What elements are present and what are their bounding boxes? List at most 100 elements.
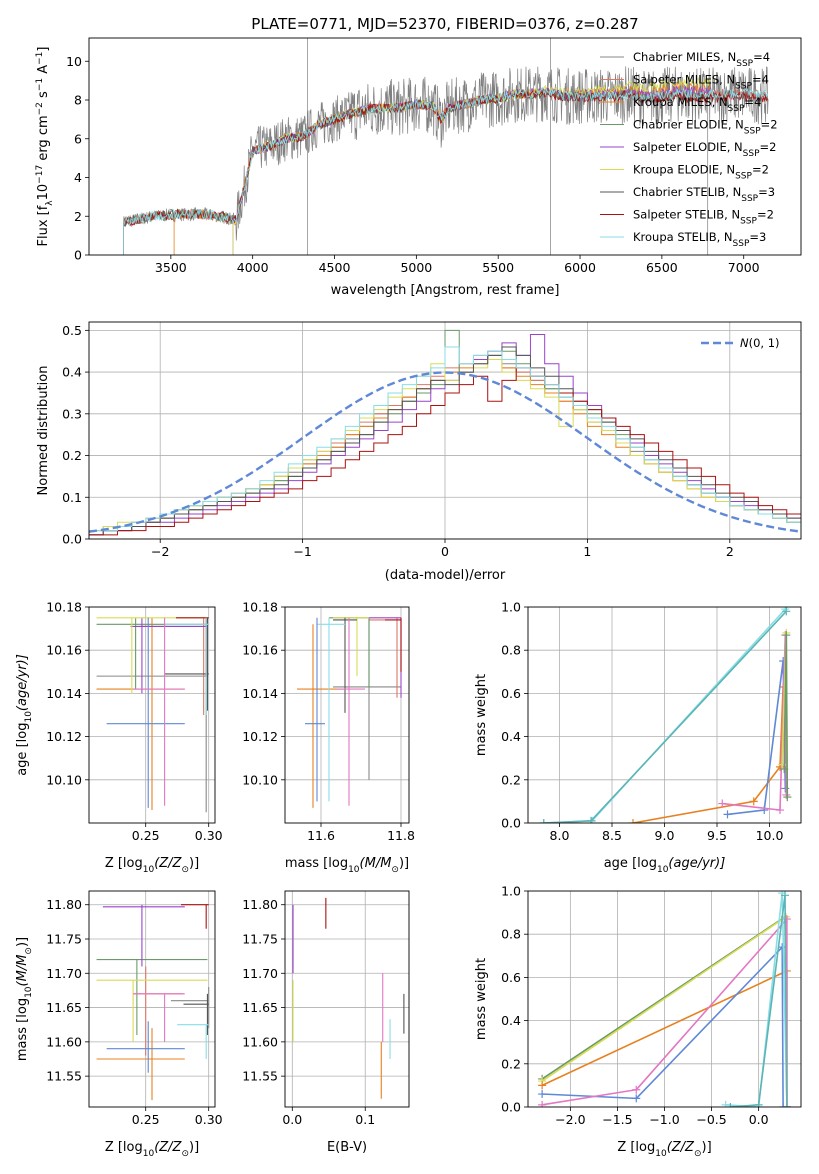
x-axis-label: Z [log10(Z/Z⊙)] <box>105 856 199 875</box>
legend-entry: Salpeter STELIB, NSSP=2 <box>633 208 774 227</box>
y-tick-label: 2 <box>74 209 82 224</box>
x-axis-label: age [log10(age/yr)] <box>604 856 726 875</box>
error-cross <box>333 617 357 713</box>
error-cross <box>102 904 185 967</box>
mw-age-panel-plot-area <box>528 607 801 823</box>
label-part: 10 <box>143 865 155 875</box>
legend-entry: N(0, 1) <box>740 336 780 350</box>
mass-weight-point <box>538 1081 547 1090</box>
label-part: SSP <box>733 239 750 249</box>
x-tick-label: 6000 <box>564 260 596 275</box>
label-part: )] <box>189 856 199 871</box>
label-part: Z [log <box>105 856 143 871</box>
x-tick-label: 9.0 <box>655 828 675 843</box>
x-tick-label: 11.6 <box>307 828 335 843</box>
y-tick-label: 11.80 <box>242 897 278 912</box>
legend-entry: Salpeter MILES, NSSP=4 <box>633 73 769 92</box>
y-tick-label: 10.16 <box>46 643 82 658</box>
y-tick-label: 11.65 <box>242 1000 278 1015</box>
y-tick-label: 0.4 <box>501 729 521 744</box>
mass-weight-point <box>723 810 732 819</box>
label-part: (Z/Z <box>154 856 182 871</box>
mass-weight-point <box>779 1103 788 1107</box>
mass-weight-line <box>730 895 788 1107</box>
label-part: age [log <box>604 856 657 871</box>
label-part: )] <box>189 1140 199 1155</box>
label-part: A <box>36 65 51 78</box>
legend-entry: Chabrier MILES, NSSP=4 <box>633 50 770 69</box>
error-cross <box>337 617 365 806</box>
label-part: −2 <box>35 102 45 115</box>
x-tick-label: 4000 <box>237 260 269 275</box>
mass-weight-point <box>538 1100 547 1107</box>
label-part: 10 <box>24 986 34 998</box>
x-axis-label: (data-model)/error <box>385 568 506 583</box>
figure-title: PLATE=0771, MJD=52370, FIBERID=0376, z=0… <box>251 15 638 33</box>
y-tick-label: 0.2 <box>501 1056 521 1071</box>
x-axis-label: wavelength [Angstrom, rest frame] <box>331 283 560 298</box>
y-tick-label: 4 <box>74 170 82 185</box>
x-tick-label: 3500 <box>155 260 187 275</box>
label-part: ] <box>36 47 51 52</box>
mass-weight-point <box>587 816 595 823</box>
y-axis-label: mass weight <box>474 674 489 756</box>
error-cross <box>164 617 209 715</box>
y-tick-label: 0 <box>74 248 82 263</box>
y-tick-label: 0.4 <box>62 365 82 380</box>
label-part: (M/M <box>15 955 30 987</box>
age-z-panel-plot-area <box>89 607 215 823</box>
mass-weight-line <box>542 945 784 1107</box>
y-tick-label: 11.60 <box>46 1034 82 1049</box>
mass-weight-point <box>539 819 548 823</box>
label-part: SSP <box>735 172 752 182</box>
label-part: =2 <box>752 163 769 177</box>
x-tick-label: 6500 <box>646 260 678 275</box>
y-tick-label: 11.55 <box>242 1069 278 1084</box>
y-tick-label: 0.6 <box>501 686 521 701</box>
label-part: =2 <box>757 208 774 222</box>
label-part: Flux [f <box>36 205 51 246</box>
mass-weight-point <box>782 915 791 924</box>
label-part: −1 <box>35 52 45 65</box>
error-cross <box>385 617 402 672</box>
age-mass-panel-plot-area <box>285 607 409 823</box>
x-tick-label: 5000 <box>400 260 432 275</box>
label-part: mass [log <box>15 998 30 1061</box>
age-mass-panel: 11.6 11.8 10.10 10.12 10.14 10.16 10.18 mass [l… <box>242 600 415 876</box>
plot-layer: 3500 4000 4500 5000 5500 6000 6500 70000246810w… <box>15 37 802 1159</box>
label-part: λ <box>45 200 55 206</box>
y-tick-label: 10.18 <box>46 600 82 615</box>
legend-entry: Salpeter ELODIE, NSSP=2 <box>633 140 776 159</box>
y-tick-label: 0.1 <box>62 490 82 505</box>
y-tick-label: 11.65 <box>46 1000 82 1015</box>
x-tick-label: 0.1 <box>355 1112 375 1127</box>
x-tick-label: 8.5 <box>602 828 622 843</box>
label-part: 10 <box>143 1149 155 1159</box>
y-tick-label: 0.0 <box>62 532 82 547</box>
y-tick-label: 1.0 <box>501 884 521 899</box>
error-cross <box>133 617 185 806</box>
histogram-step <box>89 346 801 539</box>
label-part: ⊙ <box>181 865 189 875</box>
label-part: (Z/Z <box>667 1140 695 1155</box>
x-tick-label: 0.25 <box>132 1112 160 1127</box>
histogram-step <box>89 346 801 539</box>
label-part: Salpeter STELIB, N <box>633 208 740 222</box>
x-tick-label: 7000 <box>728 260 760 275</box>
x-tick-label: 0.30 <box>195 828 223 843</box>
x-tick-label: −0.5 <box>696 1112 726 1127</box>
y-tick-label: 10.10 <box>46 772 82 787</box>
label-part: SSP <box>728 104 745 114</box>
label-part: Chabrier MILES, N <box>633 50 736 64</box>
label-part: )] <box>15 937 30 947</box>
x-tick-label: −1 <box>293 544 311 559</box>
label-part: ⊙ <box>24 947 34 955</box>
x-tick-label: 11.8 <box>387 828 415 843</box>
label-part: 10 <box>657 865 669 875</box>
label-part: 10 <box>24 711 34 723</box>
label-part: (M/M <box>360 856 392 871</box>
x-tick-label: 8.0 <box>550 828 570 843</box>
axes-frame <box>284 890 410 1108</box>
label-part: 10 <box>348 865 360 875</box>
